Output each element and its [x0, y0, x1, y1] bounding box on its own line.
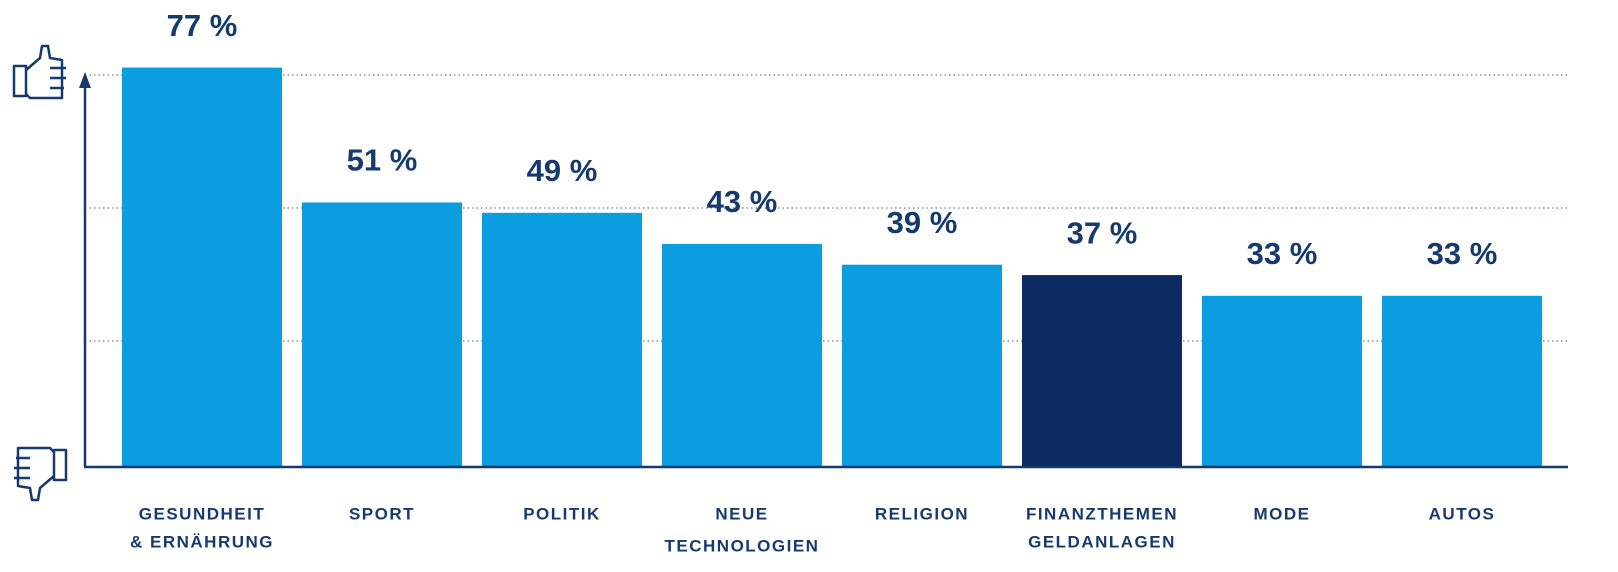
category-label: AUTOS: [1429, 504, 1496, 523]
category-label: MODE: [1254, 504, 1311, 523]
bar: [662, 243, 822, 467]
value-label: 51 %: [347, 143, 418, 178]
value-label: 39 %: [887, 205, 958, 240]
bar: [1382, 295, 1542, 467]
category-label: RELIGION: [875, 504, 969, 523]
value-label: 77 %: [167, 8, 238, 43]
value-label: 49 %: [527, 153, 598, 188]
value-label: 43 %: [707, 184, 778, 219]
thumb-down-icon: [14, 446, 68, 502]
value-label: 33 %: [1247, 236, 1318, 271]
category-label: GESUNDHEIT: [139, 504, 265, 523]
bar: [1202, 295, 1362, 467]
category-label: NEUE: [715, 504, 768, 523]
value-label: 37 %: [1067, 215, 1138, 250]
bar: [302, 202, 462, 467]
bars: [122, 67, 1542, 467]
category-label: FINANZTHEMEN: [1026, 504, 1178, 523]
category-label: TECHNOLOGIEN: [665, 536, 820, 555]
axis-arrow: [79, 72, 91, 88]
thumb-up-icon: [12, 44, 66, 100]
bar: [122, 67, 282, 467]
category-label: SPORT: [349, 504, 415, 523]
category-label: POLITIK: [523, 504, 601, 523]
bar: [842, 264, 1002, 467]
axes: [83, 82, 1568, 469]
bar: [482, 212, 642, 467]
category-label: & ERNÄHRUNG: [130, 532, 274, 551]
value-label: 33 %: [1427, 236, 1498, 271]
bar: [1022, 275, 1182, 467]
category-label: GELDANLAGEN: [1028, 532, 1176, 551]
